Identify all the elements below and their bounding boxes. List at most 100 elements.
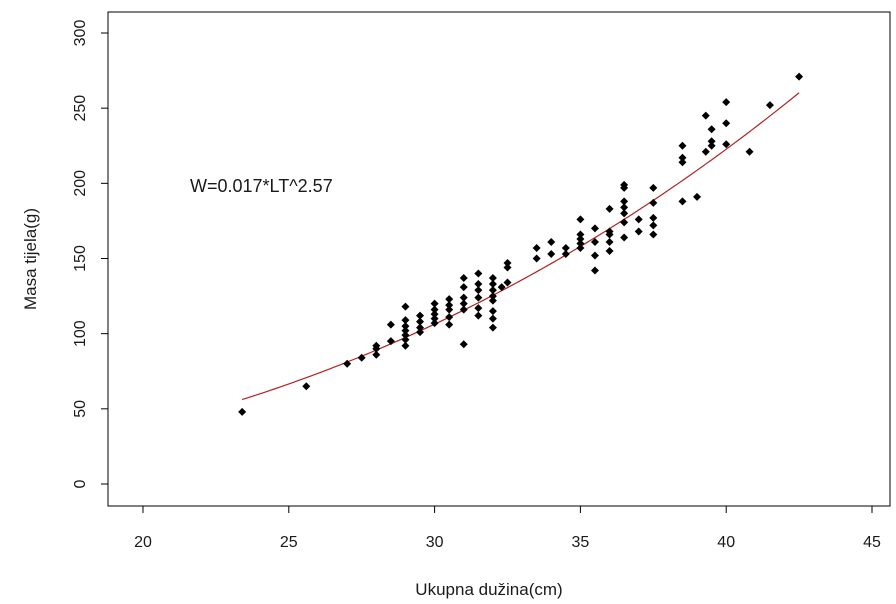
data-point [488,286,497,295]
data-point [678,158,687,167]
data-point [430,314,439,323]
data-point [649,183,658,192]
data-point [678,197,687,206]
data-point [474,269,483,278]
data-point [459,293,468,302]
data-point [722,140,731,149]
data-point [576,230,585,239]
data-point [459,340,468,349]
data-point [701,111,710,120]
data-point [722,119,731,128]
data-point [561,249,570,258]
y-tick-label: 200 [72,170,89,197]
data-point [430,310,439,319]
data-point [547,249,556,258]
data-point [430,305,439,314]
data-point [459,305,468,314]
data-point [678,153,687,162]
data-point [678,141,687,150]
data-point [474,304,483,313]
y-tick-label: 150 [72,245,89,272]
y-tick-label: 100 [72,320,89,347]
data-point [649,213,658,222]
data-point [445,320,454,329]
data-point [488,280,497,289]
data-point [401,341,410,350]
data-point [474,311,483,320]
x-tick-label: 20 [134,534,152,551]
data-point [430,319,439,328]
data-point [445,295,454,304]
data-point [701,147,710,156]
y-tick-label: 250 [72,95,89,122]
equation-annotation: W=0.017*LT^2.57 [190,176,333,196]
data-points [238,72,804,416]
data-point [372,350,381,359]
data-point [238,407,247,416]
data-point [605,237,614,246]
data-point [620,233,629,242]
data-point [497,283,506,292]
data-point [620,209,629,218]
fit-curve [241,92,800,401]
data-point [445,301,454,310]
data-point [693,192,702,201]
y-axis: 0 50 100 150 200 250 300 [72,20,109,488]
data-point [649,230,658,239]
data-point [576,215,585,224]
data-point [488,323,497,332]
data-point [302,382,311,391]
data-point [620,218,629,227]
data-point [765,101,774,110]
data-point [590,266,599,275]
data-point [416,328,425,337]
data-point [649,221,658,230]
data-point [634,227,643,236]
data-point [474,293,483,302]
data-point [547,237,556,246]
y-tick-label: 300 [72,20,89,47]
data-point [649,198,658,207]
x-axis: 20 25 30 35 40 45 [134,505,881,551]
data-point [416,311,425,320]
data-point [459,274,468,283]
data-point [620,203,629,212]
y-tick-label: 50 [72,400,89,418]
data-point [488,292,497,301]
data-point [488,314,497,323]
data-point [430,299,439,308]
data-point [605,227,614,236]
data-point [357,353,366,362]
data-point [620,180,629,189]
data-point [488,296,497,305]
data-point [401,335,410,344]
data-point [459,283,468,292]
data-point [605,204,614,213]
data-point [795,72,804,81]
data-point [343,359,352,368]
data-point [707,137,716,146]
data-point [722,98,731,107]
data-point [488,274,497,283]
data-point [707,141,716,150]
data-point [503,278,512,287]
data-point [459,299,468,308]
data-point [401,331,410,340]
data-point [386,320,395,329]
x-tick-label: 40 [717,534,735,551]
x-tick-label: 30 [426,534,444,551]
data-point [561,243,570,252]
data-point [576,234,585,243]
x-tick-label: 35 [572,534,590,551]
data-point [416,317,425,326]
data-point [532,254,541,263]
data-point [707,125,716,134]
x-tick-label: 25 [280,534,298,551]
data-point [474,286,483,295]
y-tick-label: 0 [72,479,89,488]
data-point [605,246,614,255]
data-point [532,243,541,252]
data-point [620,197,629,206]
data-point [634,215,643,224]
